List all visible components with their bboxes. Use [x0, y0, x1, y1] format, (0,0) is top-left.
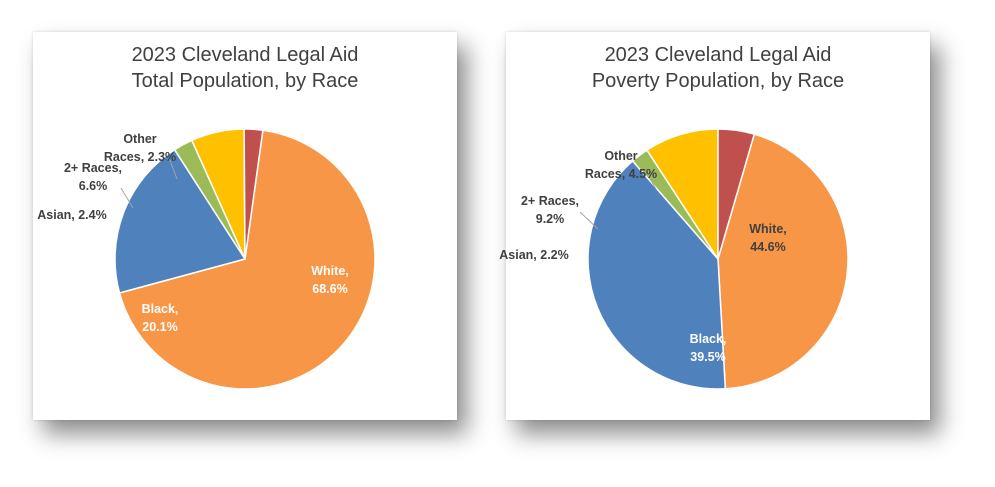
- leader-line: [120, 187, 134, 209]
- leader-line: [167, 154, 178, 180]
- leader-line: [579, 211, 599, 230]
- data-label-other-races: Other Races, 4.5%: [585, 149, 657, 181]
- pie-slice-white: [717, 133, 849, 390]
- data-label-black: Black, 39.5%: [690, 332, 727, 364]
- leader-line: [645, 171, 657, 190]
- data-label-2-races: 2+ Races, 6.6%: [64, 161, 122, 193]
- data-label-asian: Asian, 2.2%: [499, 248, 568, 262]
- data-label-2-races: 2+ Races, 9.2%: [521, 194, 579, 226]
- chart-title-line1: 2023 Cleveland Legal Aid: [604, 44, 832, 66]
- data-label-black: Black, 20.1%: [142, 302, 179, 334]
- data-label-asian: Asian, 2.4%: [37, 208, 106, 222]
- chart-title-line1: 2023 Cleveland Legal Aid: [131, 44, 359, 66]
- pie-slice-other-races: [243, 128, 264, 260]
- data-label-white: White, 68.6%: [311, 264, 349, 296]
- chart-title-line2: Poverty Population, by Race: [591, 70, 845, 92]
- pie-slice-other-races: [717, 128, 756, 260]
- pie-chart-total: White, 68.6% Black, 20.1% Asian, 2.4% 2+ Race…: [37, 128, 376, 390]
- data-label-white: White, 44.6%: [749, 222, 787, 254]
- pie-chart-poverty: White, 44.6% Black, 39.5% Asian, 2.2% 2+ Race…: [499, 128, 849, 390]
- pie-slice-black: [587, 159, 727, 390]
- chart-title-line2: Total Population, by Race: [131, 70, 359, 92]
- pie-slice-black: [114, 148, 247, 294]
- pie-slice-white: [118, 129, 376, 390]
- data-label-other-races: Other Races, 2.3%: [104, 132, 176, 164]
- chart-total-population: 2023 Cleveland Legal Aid Total Populatio…: [33, 32, 457, 420]
- chart-poverty-population: 2023 Cleveland Legal Aid Poverty Populat…: [499, 32, 930, 420]
